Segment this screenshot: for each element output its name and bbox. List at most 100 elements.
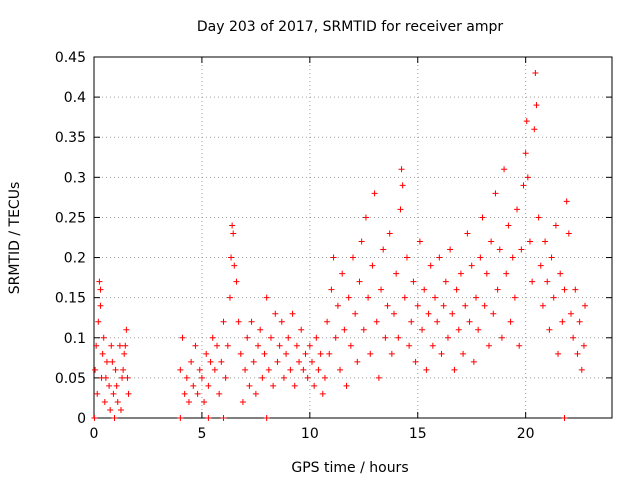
data-point [179,334,186,341]
data-points [91,70,589,421]
data-point [272,310,279,317]
data-point [488,238,495,245]
data-point [565,230,572,237]
data-point [337,366,344,373]
data-point [490,310,497,317]
data-point [242,366,249,373]
y-tick-label: 0.1 [64,331,86,347]
data-point [539,302,546,309]
data-point [263,415,270,421]
data-point [382,334,389,341]
data-point [107,406,114,413]
data-point [95,318,102,325]
data-point [548,254,555,261]
data-point [460,350,467,357]
data-point [263,294,270,301]
data-point [181,390,188,397]
data-point [289,310,296,317]
data-point [455,326,462,333]
data-point [388,350,395,357]
data-point [339,270,346,277]
data-point [330,254,337,261]
data-point [356,278,363,285]
data-point [207,358,214,365]
x-tick-label: 0 [90,426,99,442]
data-point [100,334,107,341]
data-point [408,318,415,325]
data-point [367,350,374,357]
data-point [122,342,129,349]
data-point [451,366,458,373]
data-point [205,415,212,421]
data-point [194,390,201,397]
data-point [302,350,309,357]
data-point [542,238,549,245]
data-point [183,374,190,381]
data-point [185,398,192,405]
data-point [201,398,208,405]
x-tick-label: 10 [301,426,319,442]
data-point [546,326,553,333]
data-point [399,182,406,189]
data-point [352,310,359,317]
data-point [119,374,126,381]
data-point [285,334,292,341]
data-point [532,70,539,77]
data-point [334,302,341,309]
data-point [92,366,99,373]
data-point [237,350,244,357]
data-point [111,415,118,421]
data-point [544,278,551,285]
data-point [406,342,413,349]
data-point [391,310,398,317]
data-point [447,246,454,253]
data-point [209,334,216,341]
data-point [120,366,127,373]
data-point [386,230,393,237]
data-point [561,286,568,293]
data-point [270,382,277,389]
chart-title: Day 203 of 2017, SRMTID for receiver amp… [197,19,504,35]
data-point [293,342,300,349]
data-point [434,318,441,325]
axis-ticks [93,56,612,419]
data-point [304,374,311,381]
data-point [216,390,223,397]
data-point [485,342,492,349]
data-point [360,326,367,333]
data-point [276,342,283,349]
data-point [378,286,385,293]
data-point [246,382,253,389]
data-point [563,198,570,205]
data-point [362,214,369,221]
data-point [117,406,124,413]
data-point [572,286,579,293]
data-point [475,326,482,333]
y-tick-label: 0.25 [55,210,86,226]
data-point [559,318,566,325]
data-point [108,342,115,349]
data-point [220,415,227,421]
data-point [503,270,510,277]
data-point [226,294,233,301]
data-point [278,318,285,325]
data-point [438,350,445,357]
data-point [248,318,255,325]
data-point [398,166,405,173]
data-point [436,254,443,261]
data-point [311,382,318,389]
data-point [291,382,298,389]
data-point [121,350,128,357]
data-point [300,366,307,373]
data-point [106,382,113,389]
data-point [524,174,531,181]
data-point [239,398,246,405]
data-point [125,390,132,397]
data-point [354,358,361,365]
data-point [507,318,514,325]
x-axis-label: GPS time / hours [291,460,408,476]
data-point [509,254,516,261]
data-point [287,366,294,373]
data-point [492,190,499,197]
